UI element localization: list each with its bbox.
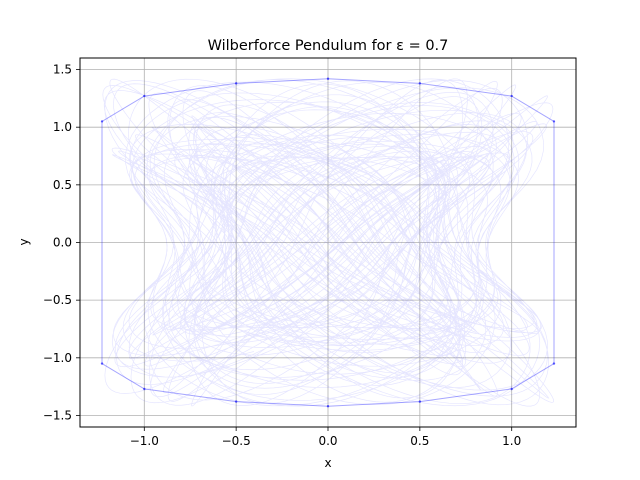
x-tick-label: −0.5 bbox=[222, 434, 251, 448]
trajectory-point bbox=[418, 82, 422, 85]
trajectory-point bbox=[143, 387, 146, 391]
y-tick-label: 0.0 bbox=[53, 236, 72, 250]
trajectory-point bbox=[100, 362, 104, 365]
trajectory-point bbox=[510, 94, 513, 98]
trajectory-point bbox=[143, 94, 146, 98]
trajectory-point bbox=[100, 120, 104, 123]
axis-ticks: −1.0 −0.5 0.0 0.5 1.0 −1.5 −1.0 −0.5 0.0 0.5 1.0 1.… bbox=[43, 63, 521, 448]
x-tick-label: 0.0 bbox=[318, 434, 337, 448]
x-tick-label: 1.0 bbox=[502, 434, 521, 448]
trajectory-point bbox=[234, 400, 238, 403]
trajectory-point bbox=[326, 77, 330, 80]
x-axis-label: x bbox=[324, 456, 331, 470]
y-tick-label: −1.0 bbox=[43, 351, 72, 365]
trajectory-point bbox=[234, 82, 238, 85]
x-tick-label: 0.5 bbox=[410, 434, 429, 448]
y-tick-label: −0.5 bbox=[43, 293, 72, 307]
y-tick-label: 0.5 bbox=[53, 178, 72, 192]
trajectory-point bbox=[552, 120, 556, 123]
y-axis-label: y bbox=[17, 238, 31, 245]
y-tick-label: −1.5 bbox=[43, 408, 72, 422]
trajectory-point bbox=[510, 387, 513, 391]
trajectory-line bbox=[102, 78, 555, 407]
trajectory-point bbox=[326, 405, 330, 408]
trajectory-point bbox=[418, 400, 422, 403]
trajectory-trace bbox=[100, 77, 556, 408]
x-tick-label: −1.0 bbox=[130, 434, 159, 448]
y-tick-label: 1.5 bbox=[53, 63, 72, 77]
chart-title: Wilberforce Pendulum for ε = 0.7 bbox=[208, 38, 449, 54]
grid-lines bbox=[80, 58, 576, 427]
trajectory-point bbox=[552, 362, 556, 365]
y-tick-label: 1.0 bbox=[53, 120, 72, 134]
